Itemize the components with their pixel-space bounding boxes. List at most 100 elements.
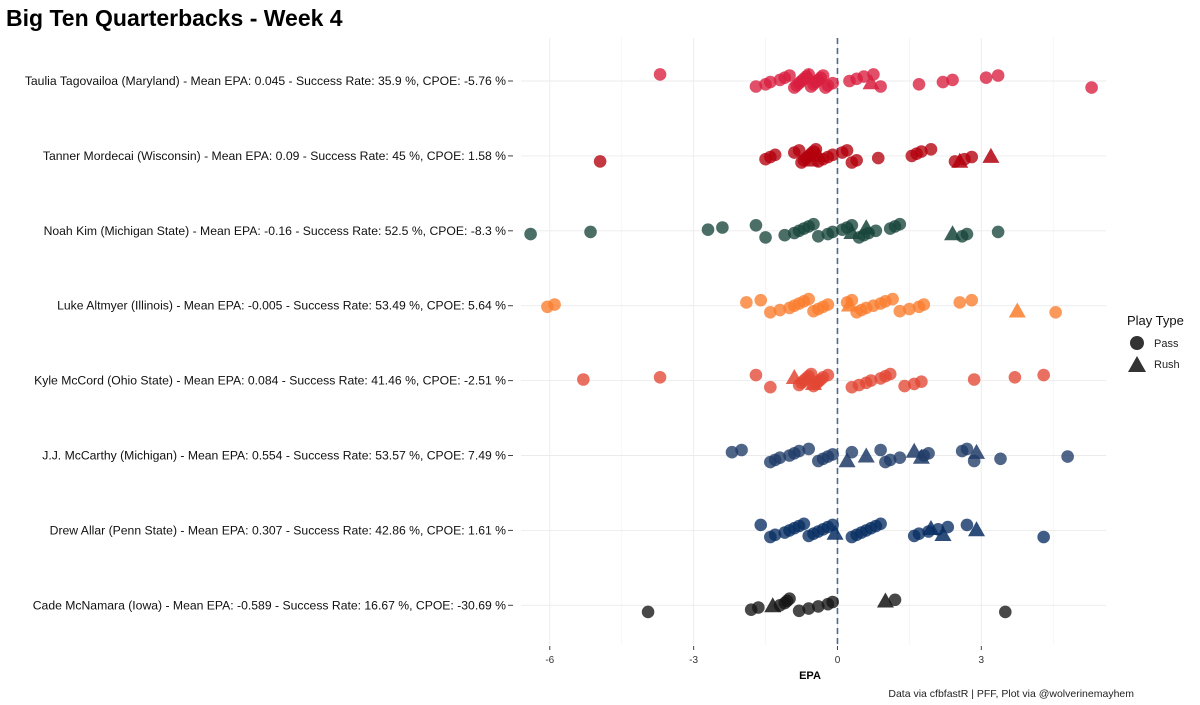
pass-point	[1049, 306, 1062, 319]
legend-label-rush: Rush	[1154, 359, 1180, 371]
pass-point	[960, 518, 974, 532]
pass-point	[740, 296, 753, 309]
pass-point	[811, 600, 825, 613]
rush-point	[857, 447, 875, 463]
rush-point	[944, 225, 962, 241]
pass-point	[965, 150, 979, 164]
pass-point	[811, 230, 825, 243]
pass-point	[883, 367, 897, 381]
pass-point	[826, 148, 839, 162]
pass-point	[548, 298, 561, 311]
pass-point	[764, 380, 777, 394]
pass-point	[893, 217, 907, 231]
pass-point	[749, 219, 763, 232]
pass-point	[903, 302, 916, 316]
pass-point	[898, 379, 911, 393]
pass-point	[1008, 371, 1022, 384]
y-axis-label: Luke Altmyer (Illinois) - Mean EPA: -0.0…	[57, 299, 506, 313]
pass-point	[807, 217, 820, 231]
pass-point	[802, 442, 816, 456]
y-axis-label: Drew Allar (Penn State) - Mean EPA: 0.30…	[50, 523, 507, 537]
rush-point	[982, 147, 1000, 163]
x-axis-label: EPA	[799, 670, 821, 682]
pass-point	[816, 69, 830, 82]
pass-point	[524, 227, 537, 241]
pass-point	[749, 368, 763, 382]
pass-point	[874, 80, 887, 93]
pass-point	[754, 518, 768, 532]
pass-point	[857, 70, 871, 83]
x-tick-label: -6	[545, 655, 554, 666]
y-axis-label: Cade McNamara (Iowa) - Mean EPA: -0.589 …	[33, 598, 506, 612]
y-axis-label: Kyle McCord (Ohio State) - Mean EPA: 0.0…	[34, 374, 506, 388]
pass-point	[915, 145, 928, 158]
pass-point	[716, 221, 729, 234]
x-tick-label: 0	[835, 655, 841, 666]
rush-point	[862, 74, 880, 90]
pass-point	[1037, 368, 1050, 382]
rush-point	[968, 521, 986, 537]
pass-point	[584, 225, 597, 239]
y-axis-labels: Taulia Tagovailoa (Maryland) - Mean EPA:…	[25, 74, 513, 612]
legend-label-pass: Pass	[1154, 338, 1179, 350]
pass-point	[759, 231, 772, 244]
pass-point	[924, 143, 938, 156]
pass-point	[965, 293, 979, 307]
rush-point	[764, 597, 782, 613]
data-points	[524, 68, 1098, 619]
pass-point	[653, 68, 667, 81]
pass-point	[991, 69, 1005, 82]
y-axis-label: J.J. McCarthy (Michigan) - Mean EPA: 0.5…	[42, 449, 506, 463]
pass-point	[1061, 450, 1074, 463]
pass-point	[994, 452, 1007, 466]
y-axis-label: Tanner Mordecai (Wisconsin) - Mean EPA: …	[43, 149, 506, 163]
pass-point	[999, 605, 1012, 619]
chart-title: Big Ten Quarterbacks - Week 4	[6, 5, 343, 31]
y-axis-label: Noah Kim (Michigan State) - Mean EPA: -0…	[44, 224, 507, 238]
pass-point	[773, 303, 787, 317]
pass-point	[912, 527, 926, 540]
pass-point	[912, 78, 926, 91]
rush-point	[843, 224, 861, 239]
rush-point	[809, 146, 827, 162]
pass-point	[979, 71, 993, 84]
pass-point	[826, 595, 839, 609]
x-axis-ticks: -6 -3 0 3	[545, 646, 985, 666]
pass-point	[886, 292, 899, 306]
pass-point	[874, 517, 887, 531]
rush-point	[826, 524, 844, 540]
pass-point	[1037, 530, 1050, 544]
rush-point	[1008, 302, 1026, 318]
pass-point	[735, 443, 748, 457]
rush-point	[802, 151, 820, 167]
pass-point	[936, 75, 950, 89]
pass-point	[802, 602, 816, 615]
rush-point	[838, 452, 856, 468]
pass-point	[749, 80, 763, 93]
pass-point	[802, 292, 816, 306]
pass-point	[773, 451, 787, 465]
x-tick-label: 3	[979, 655, 985, 666]
rush-point	[800, 68, 818, 84]
pass-point	[893, 304, 907, 318]
pass-point	[752, 601, 765, 614]
pass-point	[888, 593, 902, 607]
rush-point	[857, 219, 875, 235]
pass-point	[764, 75, 777, 89]
pass-point	[768, 148, 782, 162]
pass-point	[874, 443, 887, 457]
pass-point	[953, 296, 967, 309]
pass-point	[864, 374, 878, 387]
pass-point	[850, 154, 863, 167]
pass-point	[871, 151, 885, 165]
pass-point	[826, 76, 839, 90]
pass-point	[960, 227, 974, 241]
rush-point	[968, 443, 986, 459]
legend: Play Type Pass Rush	[1127, 313, 1184, 372]
rush-point	[840, 296, 858, 312]
y-axis-label: Taulia Tagovailoa (Maryland) - Mean EPA:…	[25, 74, 506, 88]
pass-point	[593, 155, 607, 168]
pass-point	[883, 453, 897, 467]
legend-rush-triangle-icon	[1128, 356, 1146, 372]
